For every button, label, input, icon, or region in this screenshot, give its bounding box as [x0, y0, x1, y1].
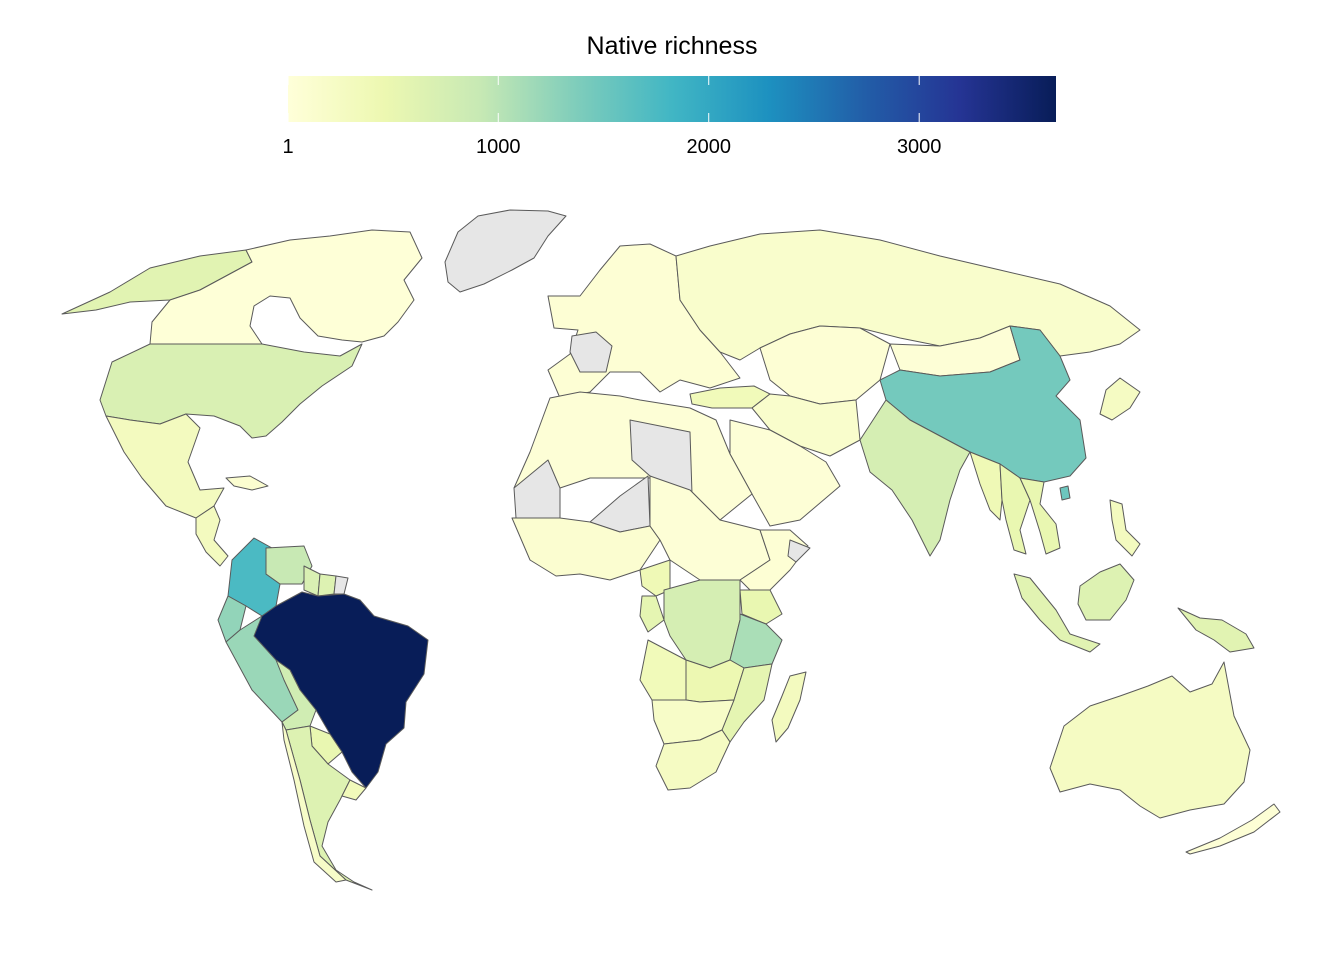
region-india [859, 399, 971, 557]
region-indonesia [1013, 573, 1101, 653]
region-mexico [105, 413, 225, 519]
region-south-africa [655, 729, 731, 791]
colorbar-tick-label: 3000 [896, 136, 942, 158]
legend-title: Native richness [586, 32, 758, 60]
region-madagascar [771, 671, 807, 743]
region-malaysia [1077, 563, 1135, 621]
colorbar [288, 76, 1056, 122]
region-russia [675, 229, 1141, 361]
region-kenya [739, 589, 783, 625]
region-mauritania [513, 459, 561, 519]
region-cameroon [639, 559, 671, 597]
region-papua-new-guinea [1177, 607, 1255, 653]
region-west-africa [511, 517, 661, 581]
region-somalia [787, 539, 811, 563]
region-french-guiana [333, 575, 349, 595]
region-venezuela [265, 545, 313, 585]
region-taiwan [1059, 485, 1071, 501]
region-cuba [225, 475, 269, 491]
region-japan [1099, 377, 1141, 421]
colorbar-tick-label: 1000 [476, 136, 521, 158]
region-france [569, 331, 613, 373]
region-canada [149, 229, 423, 345]
region-central-america [195, 505, 229, 567]
region-suriname [317, 573, 337, 597]
region-vietnam [1019, 477, 1061, 555]
region-australia [1049, 661, 1251, 819]
region-iran [751, 393, 861, 457]
region-guyana [303, 565, 321, 597]
region-philippines [1109, 499, 1141, 557]
region-niger [589, 475, 651, 533]
region-greenland [444, 209, 567, 293]
region-uruguay [341, 779, 367, 801]
colorbar-tick-label: 1 [282, 136, 294, 158]
colorbar-tick-label: 2000 [686, 136, 731, 158]
region-gabon [639, 595, 665, 633]
region-chile [281, 721, 347, 883]
region-new-zealand [1185, 803, 1281, 855]
